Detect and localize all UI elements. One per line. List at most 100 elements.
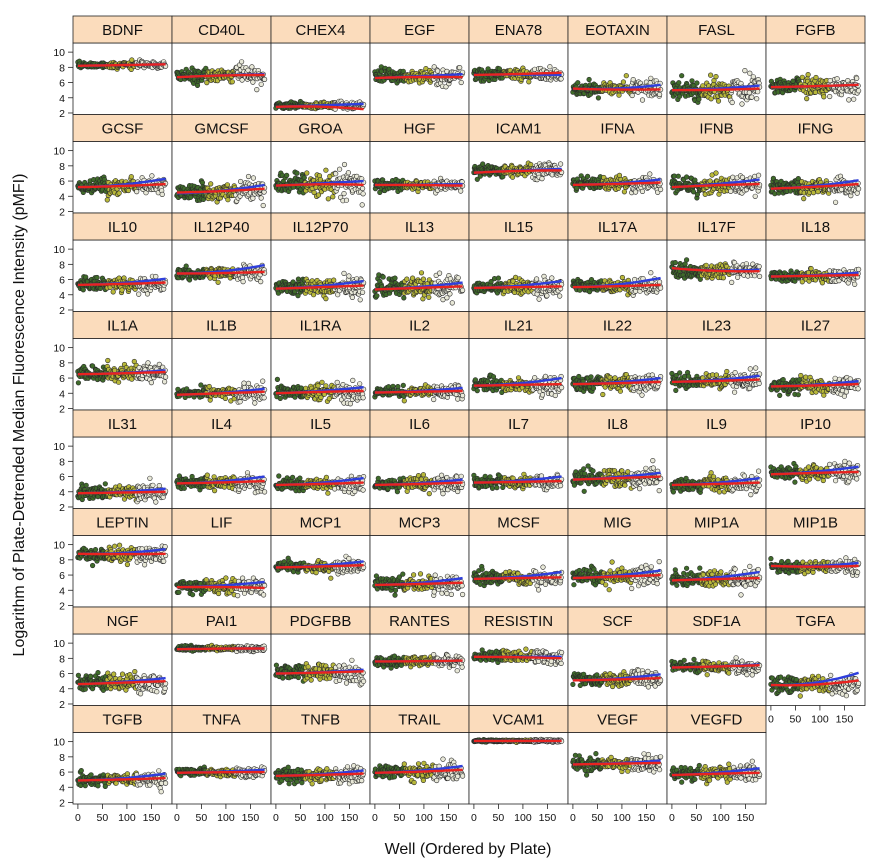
data-point [153, 273, 159, 280]
data-point [852, 281, 858, 287]
data-point [229, 79, 235, 85]
data-point [241, 380, 247, 386]
data-point [713, 73, 719, 80]
panel-title: IL15 [504, 219, 533, 236]
data-point [261, 395, 267, 401]
panel-eotaxin: EOTAXIN [567, 15, 668, 115]
data-point [739, 101, 745, 107]
data-point [198, 382, 204, 388]
data-point [729, 279, 735, 286]
data-point [577, 287, 583, 293]
panel-title: IL12P70 [293, 219, 349, 236]
data-point [274, 376, 281, 383]
data-point [444, 295, 450, 301]
panel-il12p70: IL12P70 [270, 212, 371, 312]
panel-title: GROA [298, 121, 342, 138]
data-point [250, 79, 256, 85]
data-point [557, 293, 563, 299]
data-point [549, 275, 555, 281]
data-point [311, 292, 317, 298]
data-point [325, 196, 331, 202]
data-point [855, 88, 862, 94]
data-point [260, 378, 266, 384]
data-point [128, 174, 134, 180]
data-point [240, 279, 246, 285]
panel-title: FASL [698, 22, 735, 39]
panel-hgf: HGF [369, 114, 470, 214]
data-point [323, 383, 329, 389]
panel-ifna: IFNA [567, 114, 668, 214]
panel-il1a: IL1A [72, 311, 173, 411]
data-point [447, 291, 453, 297]
data-point [708, 96, 714, 102]
panel-plot-area [171, 141, 272, 214]
data-point [333, 171, 339, 177]
panel-plot-area [369, 141, 470, 214]
data-point [145, 360, 151, 366]
data-point [656, 91, 663, 98]
data-point [750, 74, 756, 80]
data-point [855, 266, 862, 273]
panel-il1ra: IL1RA [270, 311, 371, 411]
panel-gcsf: GCSF [72, 114, 173, 214]
data-point [337, 166, 343, 172]
data-point [460, 287, 466, 293]
data-point [104, 197, 110, 203]
data-point [639, 188, 646, 194]
panel-title: EOTAXIN [585, 22, 650, 39]
data-point [544, 293, 550, 299]
data-point [801, 196, 807, 202]
data-point [224, 182, 230, 188]
panel-il18: IL18 [765, 212, 866, 312]
data-point [359, 202, 365, 208]
data-point [334, 379, 340, 386]
data-point [110, 289, 116, 295]
data-point [360, 191, 366, 197]
panel-title: CD40L [198, 22, 245, 39]
data-point [250, 195, 256, 201]
data-point [657, 285, 664, 291]
panel-il17f: IL17F [666, 212, 767, 312]
panel-title: IL1RA [300, 318, 342, 335]
data-point [672, 260, 678, 266]
panel-title: CHEX4 [295, 22, 345, 39]
data-point [619, 274, 626, 281]
data-point [812, 89, 819, 95]
data-point [401, 295, 407, 301]
panel-title: IFNB [699, 121, 733, 138]
data-point [435, 68, 441, 74]
fit-line-red [770, 273, 859, 278]
data-point [832, 199, 839, 205]
panel-title: IL18 [801, 219, 830, 236]
data-point [707, 72, 714, 78]
data-point [115, 379, 122, 385]
data-point [813, 74, 819, 81]
data-point [526, 79, 532, 85]
data-point [713, 170, 719, 176]
panel-title: IL13 [405, 219, 434, 236]
panel-cd40l: CD40L [171, 15, 272, 115]
data-point [215, 279, 221, 285]
panel-plot-area [72, 141, 173, 214]
data-point [260, 202, 266, 209]
data-point [204, 79, 210, 86]
data-point [331, 277, 337, 283]
data-point [629, 92, 635, 99]
data-point [418, 270, 425, 276]
data-point [284, 172, 290, 178]
data-point [595, 95, 602, 101]
data-point [301, 175, 307, 181]
data-point [129, 57, 135, 63]
data-point [208, 181, 214, 187]
data-point [851, 96, 857, 102]
panel-plot-area [468, 239, 569, 312]
data-point [249, 64, 255, 70]
data-point [323, 167, 329, 173]
data-point [357, 297, 363, 303]
data-point [729, 99, 735, 106]
panel-il1b: IL1B [171, 311, 272, 411]
data-point [238, 178, 244, 185]
fit-line-red [374, 183, 463, 187]
data-point [539, 176, 545, 182]
